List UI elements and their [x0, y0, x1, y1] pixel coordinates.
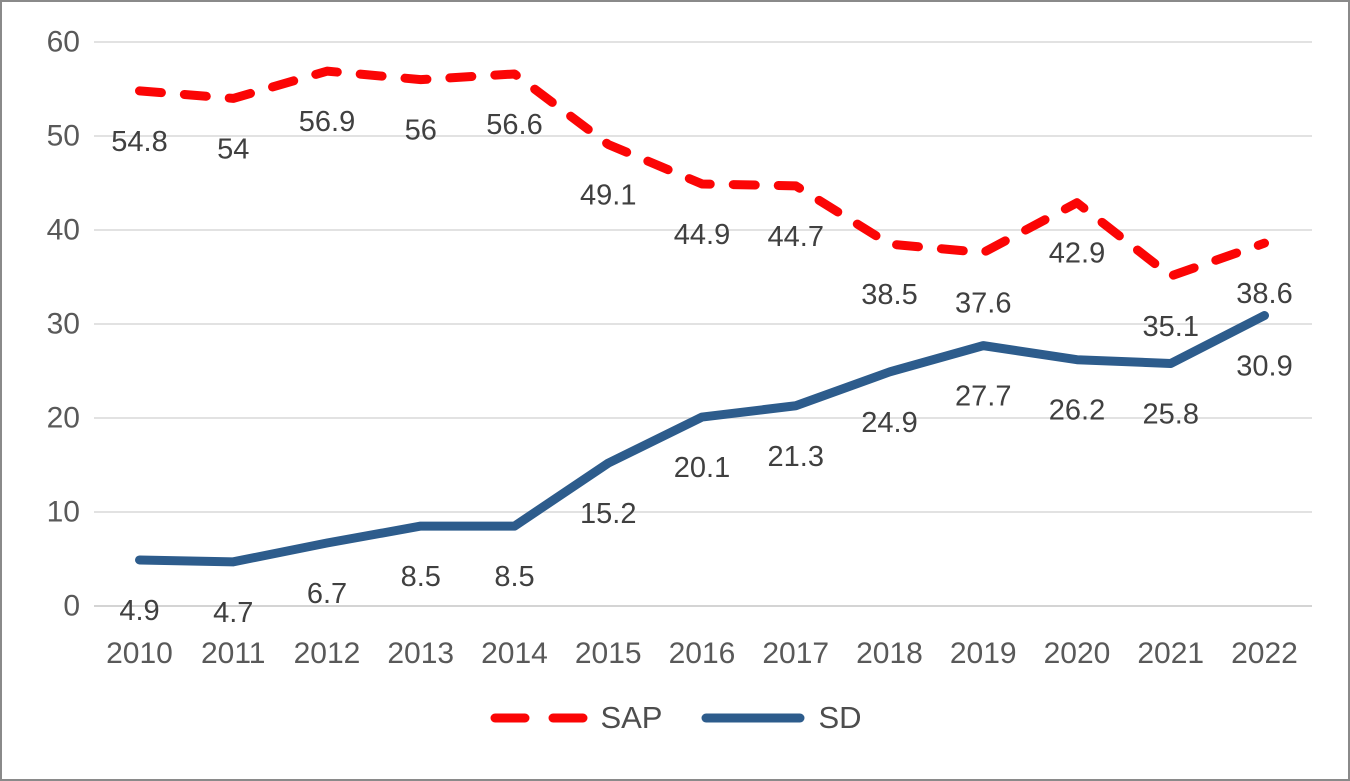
line-chart-plot-area: 0 10 20 30 40 50 60 2010 2011 2012 2013 2014 2015 201… — [47, 26, 1312, 670]
x-axis-label: 2014 — [481, 637, 548, 670]
data-label-sap: 44.7 — [768, 221, 824, 253]
data-label-sap: 54.8 — [111, 126, 167, 158]
legend: SAP SD — [2, 702, 1348, 733]
sd-solid-line-sample — [701, 713, 805, 722]
data-label-sd: 21.3 — [768, 441, 824, 473]
sap-dashed-line-sample — [490, 713, 589, 722]
data-label-sd: 8.5 — [401, 561, 441, 593]
data-label-sd: 4.7 — [213, 597, 253, 629]
x-axis-label: 2011 — [201, 637, 266, 670]
data-label-sap: 42.9 — [1049, 238, 1105, 270]
series-line-sap — [135, 66, 1269, 281]
data-label-sap: 37.6 — [955, 288, 1011, 320]
x-axis-label: 2016 — [669, 637, 736, 670]
x-axis-label: 2017 — [762, 637, 829, 670]
data-label-sd: 15.2 — [580, 498, 636, 530]
data-label-sap: 49.1 — [580, 179, 636, 211]
data-label-sap: 56.9 — [299, 106, 355, 138]
x-axis-label: 2012 — [294, 637, 361, 670]
data-label-sap: 54 — [217, 133, 249, 165]
x-axis-label: 2018 — [856, 637, 923, 670]
x-axis-label: 2020 — [1044, 637, 1111, 670]
data-label-sap: 44.9 — [674, 219, 730, 251]
data-label-sd: 25.8 — [1143, 398, 1199, 430]
y-axis-tick-label: 60 — [47, 26, 80, 59]
data-label-sd: 8.5 — [494, 561, 534, 593]
legend-label-sap: SAP — [600, 700, 663, 735]
x-axis-label: 2019 — [950, 637, 1017, 670]
x-axis-label: 2022 — [1231, 637, 1298, 670]
data-label-sap: 56.6 — [486, 109, 542, 141]
data-label-sap: 35.1 — [1143, 311, 1199, 343]
data-label-sap: 56 — [405, 115, 437, 147]
y-axis-tick-label: 20 — [47, 402, 80, 435]
legend-label-sd: SD — [818, 700, 862, 735]
legend-item-sd: SD — [700, 700, 862, 735]
data-label-sap: 38.5 — [861, 279, 917, 311]
data-label-sap: 38.6 — [1236, 278, 1292, 310]
data-label-sd: 4.9 — [119, 595, 159, 627]
x-axis-label: 2013 — [387, 637, 454, 670]
data-label-sd: 6.7 — [307, 578, 347, 610]
y-axis-tick-label: 40 — [47, 214, 80, 247]
data-label-sd: 27.7 — [955, 381, 1011, 413]
x-axis-label: 2010 — [106, 637, 173, 670]
legend-item-sap: SAP — [488, 702, 662, 733]
data-label-sd: 26.2 — [1049, 395, 1105, 427]
y-axis-tick-label: 30 — [47, 308, 80, 341]
x-axis-label: 2021 — [1137, 637, 1204, 670]
y-axis-tick-label: 0 — [63, 590, 80, 623]
y-axis-tick-label: 10 — [47, 496, 80, 529]
data-label-sd: 30.9 — [1236, 351, 1292, 383]
data-label-sd: 24.9 — [861, 407, 917, 439]
x-axis-label: 2015 — [575, 637, 642, 670]
y-axis-tick-label: 50 — [47, 120, 80, 153]
series-line-sd — [135, 311, 1269, 567]
data-label-sd: 20.1 — [674, 452, 730, 484]
